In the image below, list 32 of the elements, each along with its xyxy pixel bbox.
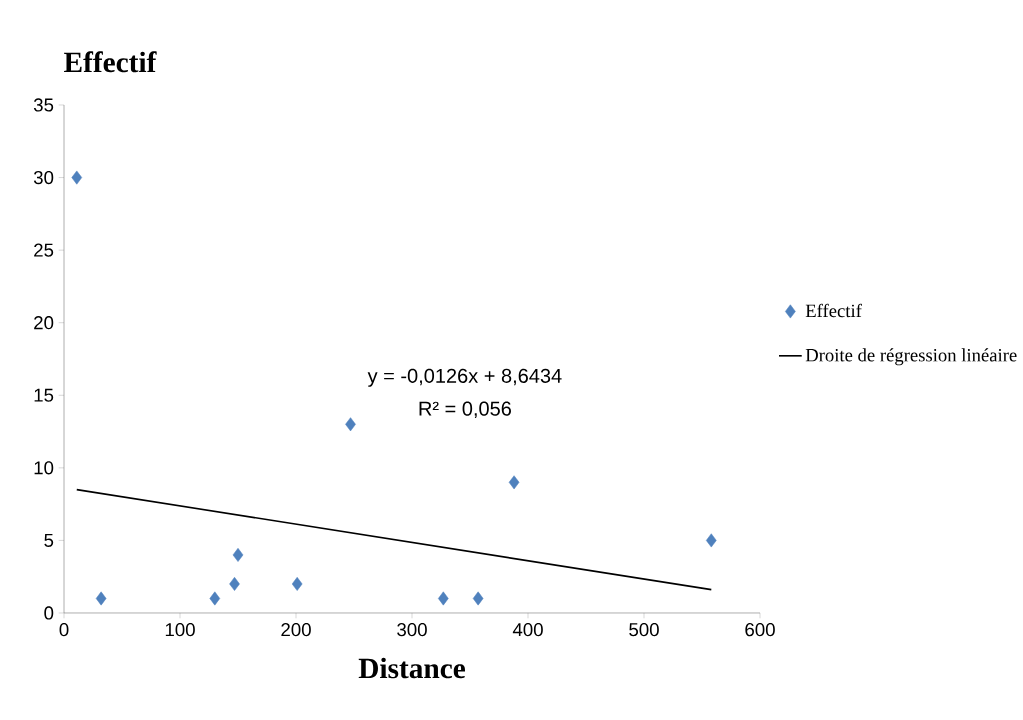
point (229, 577, 240, 591)
y-tick-label: 20 (34, 316, 54, 330)
y-tick-label: 15 (34, 388, 54, 402)
point (508, 475, 520, 490)
point (232, 547, 244, 562)
x-tick-label: 300 (397, 623, 427, 637)
point (438, 591, 449, 606)
x-tick-label: 0 (59, 623, 69, 637)
annotation: R² = 0,056 (419, 401, 511, 419)
legend-label: Droite de régression linéaire (805, 348, 1017, 366)
y-tick-label: 5 (44, 533, 54, 547)
x-tick-label: 500 (629, 623, 659, 637)
point (291, 577, 303, 591)
x-tick-label: 400 (512, 623, 543, 637)
y-tick-label: 0 (44, 606, 54, 620)
y-tick-label: 10 (34, 461, 54, 475)
y-tick-label: 30 (33, 170, 54, 185)
legend-label: Effectif (805, 303, 862, 318)
point (472, 591, 484, 606)
point (706, 533, 717, 548)
point (95, 591, 107, 606)
point (209, 591, 221, 606)
x-axis-title: Distance (358, 657, 465, 679)
x-tick-label: 100 (165, 623, 195, 637)
point (345, 417, 356, 432)
y-tick-label: 25 (34, 243, 54, 257)
annotation: y = -0,0126x + 8,6434 (367, 368, 562, 387)
y-tick-label: 35 (33, 98, 54, 112)
x-tick-label: 600 (745, 623, 775, 637)
point (71, 170, 83, 185)
x-tick-label: 200 (281, 623, 311, 637)
y-axis-title: Effectif (64, 51, 157, 73)
